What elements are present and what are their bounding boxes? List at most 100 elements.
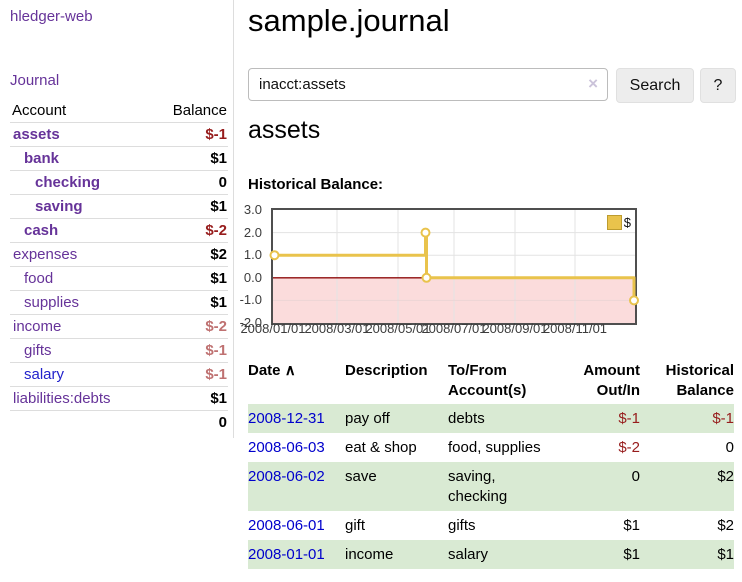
y-tick: 3.0 bbox=[243, 202, 262, 217]
sort-asc-icon: ∧ bbox=[284, 362, 296, 379]
account-row-cash: cash $-2 bbox=[10, 218, 228, 243]
account-row-expenses: expenses $2 bbox=[10, 242, 228, 267]
account-link[interactable]: supplies bbox=[24, 294, 80, 311]
chart-title: Historical Balance: bbox=[248, 176, 384, 193]
col-historical-balance: Historical Balance bbox=[665, 362, 734, 399]
col-date-label: Date bbox=[248, 362, 281, 379]
account-row-bank: bank $1 bbox=[10, 146, 228, 171]
transaction-balance: 0 bbox=[725, 439, 734, 456]
x-tick: 2008/01/01 bbox=[240, 321, 306, 336]
register-header-row: Date ∧ Description To/From Account(s) Amo… bbox=[248, 358, 734, 404]
y-tick: -1.0 bbox=[239, 292, 262, 307]
y-tick: -2.0 bbox=[239, 315, 262, 330]
col-date[interactable]: Date ∧ bbox=[248, 358, 345, 404]
account-balance: $1 bbox=[210, 294, 227, 311]
transaction-description: eat & shop bbox=[345, 439, 417, 456]
register-row: 2008-01-01 income salary $1 $1 bbox=[248, 540, 734, 569]
account-link[interactable]: salary bbox=[24, 366, 65, 383]
transaction-description: income bbox=[345, 546, 394, 563]
register-row: 2008-06-01 gift gifts $1 $2 bbox=[248, 511, 734, 540]
app-brand-link[interactable]: hledger-web bbox=[10, 8, 93, 25]
account-row-checking: checking 0 bbox=[10, 170, 228, 195]
legend-label: $ bbox=[623, 215, 631, 230]
transaction-accounts: saving, checking bbox=[448, 468, 508, 505]
transaction-description: gift bbox=[345, 517, 366, 534]
account-balance: $-1 bbox=[205, 126, 227, 143]
chart-plot-area: $ bbox=[269, 208, 639, 325]
data-point bbox=[629, 295, 639, 306]
account-row-supplies: supplies $1 bbox=[10, 290, 228, 315]
account-balance: $1 bbox=[210, 270, 227, 287]
col-amount-outin: Amount Out/In bbox=[583, 362, 640, 399]
accounts-table: Account Balance assets $-1 bank $1 check… bbox=[10, 99, 228, 434]
transaction-accounts: debts bbox=[448, 410, 485, 427]
transaction-date-link[interactable]: 2008-12-31 bbox=[248, 410, 325, 427]
y-tick: 0.0 bbox=[243, 270, 262, 285]
transaction-description: save bbox=[345, 468, 377, 485]
account-balance: $1 bbox=[210, 150, 227, 167]
search-input[interactable] bbox=[248, 68, 608, 101]
accounts-col-account: Account bbox=[12, 102, 67, 119]
sidebar-item-journal[interactable]: Journal bbox=[10, 72, 60, 89]
x-tick: 2008/05/01 bbox=[365, 321, 431, 336]
account-row-assets: assets $-1 bbox=[10, 122, 228, 147]
x-tick: 2008/07/01 bbox=[421, 321, 487, 336]
transaction-date-link[interactable]: 2008-06-03 bbox=[248, 439, 325, 456]
transaction-accounts: salary bbox=[448, 546, 489, 563]
sidebar-divider bbox=[233, 0, 234, 438]
account-balance: $-1 bbox=[205, 342, 227, 359]
account-link[interactable]: gifts bbox=[24, 342, 52, 359]
transaction-date-link[interactable]: 2008-06-01 bbox=[248, 517, 325, 534]
account-balance: $1 bbox=[210, 390, 227, 407]
account-link[interactable]: liabilities:debts bbox=[13, 390, 111, 407]
transaction-balance: $2 bbox=[717, 468, 734, 485]
transaction-description: pay off bbox=[345, 410, 390, 427]
register-row: 2008-06-02 save saving, checking 0 $2 bbox=[248, 462, 734, 511]
account-balance: $2 bbox=[210, 246, 227, 263]
transaction-amount: $-1 bbox=[618, 410, 640, 427]
account-row-saving: saving $1 bbox=[10, 194, 228, 219]
account-row-liabilities-debts: liabilities:debts $1 bbox=[10, 386, 228, 411]
transaction-amount: 0 bbox=[631, 468, 640, 485]
transaction-amount: $-2 bbox=[618, 439, 640, 456]
col-tofrom-accounts: To/From Account(s) bbox=[448, 362, 527, 399]
register-row: 2008-06-03 eat & shop food, supplies $-2… bbox=[248, 433, 734, 462]
x-tick: 2008/09/01 bbox=[482, 321, 548, 336]
account-link[interactable]: food bbox=[24, 270, 54, 287]
account-balance: $-2 bbox=[205, 318, 227, 335]
sidebar: hledger-web Journal Account Balance asse… bbox=[0, 0, 233, 582]
account-row-food: food $1 bbox=[10, 266, 228, 291]
page-title: sample.journal bbox=[248, 3, 450, 38]
transaction-amount: $1 bbox=[623, 517, 640, 534]
account-link[interactable]: cash bbox=[24, 222, 59, 239]
register-row: 2008-12-31 pay off debts $-1 $-1 bbox=[248, 404, 734, 433]
x-tick: 2008/11/01 bbox=[542, 321, 608, 336]
account-link[interactable]: saving bbox=[35, 198, 83, 215]
register-table: Date ∧ Description To/From Account(s) Amo… bbox=[248, 358, 734, 569]
data-point bbox=[421, 272, 432, 283]
transaction-balance: $1 bbox=[717, 546, 734, 563]
transaction-date-link[interactable]: 2008-01-01 bbox=[248, 546, 325, 563]
account-row-gifts: gifts $-1 bbox=[10, 338, 228, 363]
search-button[interactable]: Search bbox=[616, 68, 694, 103]
main-content: sample.journal × Search ? assets Histori… bbox=[240, 0, 736, 582]
search-form: × Search ? bbox=[248, 68, 736, 104]
clear-search-icon[interactable]: × bbox=[588, 74, 598, 93]
data-point bbox=[269, 250, 280, 261]
historical-balance-chart: 3.0 2.0 1.0 0.0 -1.0 -2.0 bbox=[240, 200, 734, 345]
account-link[interactable]: checking bbox=[35, 174, 101, 191]
account-link[interactable]: income bbox=[13, 318, 62, 335]
legend-swatch-icon bbox=[606, 215, 622, 230]
account-link[interactable]: assets bbox=[13, 126, 60, 143]
x-tick: 2008/03/01 bbox=[304, 321, 370, 336]
account-link[interactable]: expenses bbox=[13, 246, 78, 263]
y-tick: 1.0 bbox=[243, 247, 262, 262]
transaction-date-link[interactable]: 2008-06-02 bbox=[248, 468, 325, 485]
transaction-accounts: food, supplies bbox=[448, 439, 541, 456]
col-description: Description bbox=[345, 362, 428, 379]
accounts-total-value: 0 bbox=[218, 414, 227, 431]
account-link[interactable]: bank bbox=[24, 150, 60, 167]
help-button[interactable]: ? bbox=[700, 68, 736, 103]
transaction-balance: $-1 bbox=[712, 410, 734, 427]
account-balance: $-1 bbox=[205, 366, 227, 383]
